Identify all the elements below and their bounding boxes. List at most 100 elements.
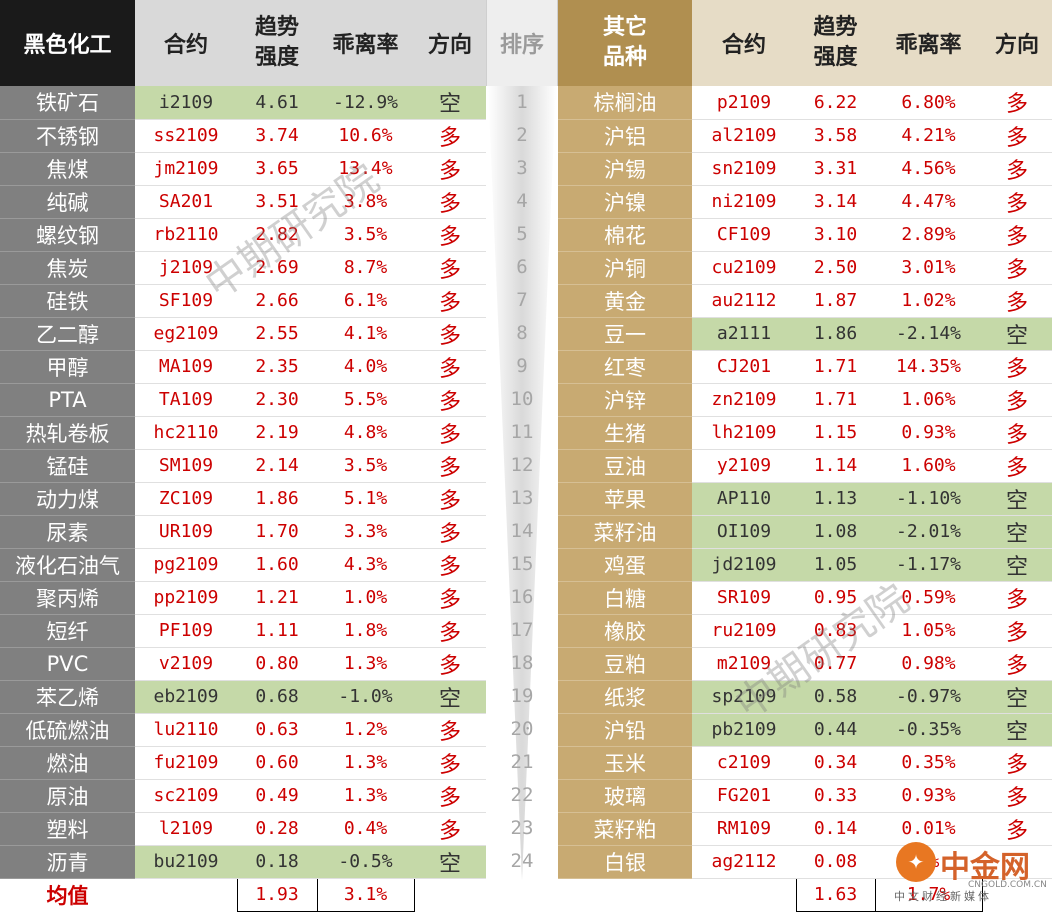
contract-code: ru2109 <box>692 614 796 648</box>
category-name: 锰硅 <box>0 449 135 483</box>
right-table-row: 菜籽油 OI109 1.08 -2.01% 空 <box>558 515 1052 549</box>
category-name: 螺纹钢 <box>0 218 135 252</box>
contract-code: SA201 <box>135 185 237 219</box>
contract-code: j2109 <box>135 251 237 285</box>
trend-strength: 1.71 <box>796 383 875 417</box>
trend-strength: 3.31 <box>796 152 875 186</box>
left-table-row: 甲醇 MA109 2.35 4.0% 多 <box>0 350 486 384</box>
right-table-row: 沪铅 pb2109 0.44 -0.35% 空 <box>558 713 1052 747</box>
mean-blank <box>692 878 796 911</box>
direction: 空 <box>982 680 1052 714</box>
category-name: 液化石油气 <box>0 548 135 582</box>
trend-strength: 0.95 <box>796 581 875 615</box>
deviation-rate: 4.8% <box>317 416 414 450</box>
contract-code: CF109 <box>692 218 796 252</box>
category-name: 生猪 <box>558 416 692 450</box>
right-header-contract: 合约 <box>692 0 796 86</box>
deviation-rate: 3.01% <box>875 251 982 285</box>
left-header-direction: 方向 <box>414 0 486 86</box>
category-name: 动力煤 <box>0 482 135 516</box>
category-name: 甲醇 <box>0 350 135 384</box>
direction: 多 <box>414 581 486 615</box>
rank-number: 4 <box>516 190 528 212</box>
left-header-category: 黑色化工 <box>0 0 135 86</box>
rank-number: 15 <box>510 553 534 575</box>
contract-code: al2109 <box>692 119 796 153</box>
direction: 多 <box>414 647 486 681</box>
trend-strength: 2.66 <box>237 284 317 318</box>
deviation-rate: 3.5% <box>317 218 414 252</box>
right-table-row: 红枣 CJ201 1.71 14.35% 多 <box>558 350 1052 384</box>
category-name: 沪铜 <box>558 251 692 285</box>
left-table-row: 乙二醇 eg2109 2.55 4.1% 多 <box>0 317 486 351</box>
category-name: 沥青 <box>0 845 135 879</box>
trend-strength: 1.60 <box>237 548 317 582</box>
trend-strength: 4.61 <box>237 86 317 120</box>
rank-number: 8 <box>516 322 528 344</box>
right-mean-row: 1.63 1.7% <box>558 877 1052 912</box>
direction: 多 <box>414 449 486 483</box>
logo-name: 中金网 <box>940 850 1030 885</box>
right-table-row: 橡胶 ru2109 0.83 1.05% 多 <box>558 614 1052 648</box>
deviation-rate: 4.0% <box>317 350 414 384</box>
left-table-row: 焦煤 jm2109 3.65 13.4% 多 <box>0 152 486 186</box>
rank-number: 12 <box>510 454 534 476</box>
category-name: 苯乙烯 <box>0 680 135 714</box>
deviation-rate: 1.2% <box>317 713 414 747</box>
deviation-rate: -0.97% <box>875 680 982 714</box>
contract-code: pp2109 <box>135 581 237 615</box>
deviation-rate: 10.6% <box>317 119 414 153</box>
left-header-row: 黑色化工 合约 趋势 强度 乖离率 方向 <box>0 0 486 86</box>
right-table-row: 沪铝 al2109 3.58 4.21% 多 <box>558 119 1052 153</box>
direction: 多 <box>414 746 486 780</box>
left-table-row: 热轧卷板 hc2110 2.19 4.8% 多 <box>0 416 486 450</box>
rank-number: 23 <box>510 817 534 839</box>
trend-strength: 1.08 <box>796 515 875 549</box>
contract-code: ag2112 <box>692 845 796 879</box>
direction: 多 <box>982 647 1052 681</box>
logo-url: CNGOLD.COM.CN <box>968 880 1047 890</box>
category-name: 红枣 <box>558 350 692 384</box>
direction: 空 <box>414 86 486 120</box>
rank-number: 22 <box>510 784 534 806</box>
deviation-rate: 0.93% <box>875 779 982 813</box>
deviation-rate: 1.3% <box>317 647 414 681</box>
rank-number: 19 <box>510 685 534 707</box>
category-name: 原油 <box>0 779 135 813</box>
trend-strength: 2.19 <box>237 416 317 450</box>
right-table-row: 沪锡 sn2109 3.31 4.56% 多 <box>558 152 1052 186</box>
trend-strength: 1.15 <box>796 416 875 450</box>
contract-code: bu2109 <box>135 845 237 879</box>
direction: 多 <box>414 350 486 384</box>
deviation-rate: 1.05% <box>875 614 982 648</box>
left-table-row: 尿素 UR109 1.70 3.3% 多 <box>0 515 486 549</box>
trend-strength: 0.44 <box>796 713 875 747</box>
direction: 多 <box>982 614 1052 648</box>
trend-strength: 0.77 <box>796 647 875 681</box>
trend-strength: 2.14 <box>237 449 317 483</box>
rank-number: 10 <box>510 388 534 410</box>
left-table-row: 不锈钢 ss2109 3.74 10.6% 多 <box>0 119 486 153</box>
category-name: 豆粕 <box>558 647 692 681</box>
trend-strength: 2.30 <box>237 383 317 417</box>
right-table-row: 玻璃 FG201 0.33 0.93% 多 <box>558 779 1052 813</box>
category-name: 橡胶 <box>558 614 692 648</box>
left-table-row: 锰硅 SM109 2.14 3.5% 多 <box>0 449 486 483</box>
deviation-rate: 1.06% <box>875 383 982 417</box>
left-table-row: 动力煤 ZC109 1.86 5.1% 多 <box>0 482 486 516</box>
direction: 多 <box>982 185 1052 219</box>
contract-code: ni2109 <box>692 185 796 219</box>
trend-strength: 0.08 <box>796 845 875 879</box>
trend-strength: 2.50 <box>796 251 875 285</box>
category-name: 豆一 <box>558 317 692 351</box>
direction: 多 <box>982 746 1052 780</box>
category-name: 玉米 <box>558 746 692 780</box>
trend-strength: 3.65 <box>237 152 317 186</box>
category-name: 苹果 <box>558 482 692 516</box>
direction: 多 <box>982 449 1052 483</box>
rank-number: 9 <box>516 355 528 377</box>
trend-strength: 1.14 <box>796 449 875 483</box>
left-mean-deviation: 3.1% <box>316 877 415 912</box>
left-table-row: 铁矿石 i2109 4.61 -12.9% 空 <box>0 86 486 120</box>
category-name: 玻璃 <box>558 779 692 813</box>
